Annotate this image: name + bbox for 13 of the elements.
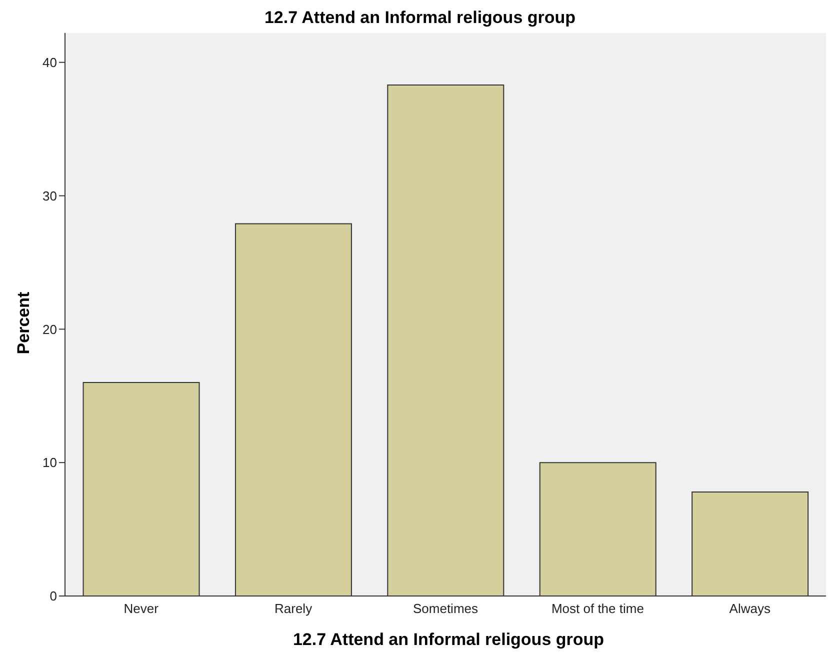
y-tick-label: 10	[42, 455, 57, 470]
x-axis-title: 12.7 Attend an Informal religous group	[292, 630, 606, 650]
x-tick-label: Always	[729, 601, 771, 616]
x-tick-label: Never	[124, 601, 160, 616]
y-tick-label: 20	[42, 322, 57, 337]
x-tick-label: Most of the time	[551, 601, 644, 616]
y-tick-label: 40	[42, 54, 57, 70]
y-tick-label: 0	[50, 588, 57, 604]
y-tick-label: 30	[42, 188, 57, 204]
x-tick-label: Sometimes	[412, 601, 479, 616]
y-axis-title: Percent	[14, 290, 34, 356]
x-tick-label: Rarely	[274, 601, 313, 616]
chart-title: 12.7 Attend an Informal religous group	[263, 8, 577, 28]
